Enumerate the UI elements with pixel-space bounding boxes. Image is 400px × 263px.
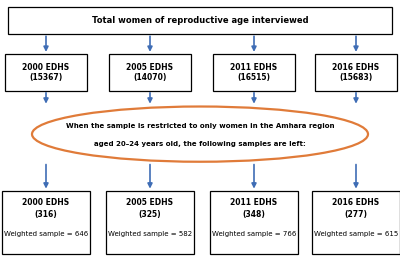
Text: 2005 EDHS: 2005 EDHS — [126, 198, 174, 208]
Text: (348): (348) — [242, 210, 266, 220]
FancyBboxPatch shape — [109, 54, 191, 91]
Text: Weighted sample = 582: Weighted sample = 582 — [108, 231, 192, 237]
Text: Weighted sample = 646: Weighted sample = 646 — [4, 231, 88, 237]
Text: When the sample is restricted to only women in the Amhara region: When the sample is restricted to only wo… — [66, 123, 334, 129]
Text: (325): (325) — [139, 210, 161, 220]
Text: 2016 EDHS
(15683): 2016 EDHS (15683) — [332, 63, 380, 82]
FancyBboxPatch shape — [312, 191, 400, 254]
Text: 2011 EDHS
(16515): 2011 EDHS (16515) — [230, 63, 278, 82]
FancyBboxPatch shape — [5, 54, 87, 91]
Ellipse shape — [32, 107, 368, 162]
Text: 2005 EDHS
(14070): 2005 EDHS (14070) — [126, 63, 174, 82]
FancyBboxPatch shape — [8, 7, 392, 34]
FancyBboxPatch shape — [2, 191, 90, 254]
Text: 2011 EDHS: 2011 EDHS — [230, 198, 278, 208]
Text: Weighted sample = 615: Weighted sample = 615 — [314, 231, 398, 237]
FancyBboxPatch shape — [210, 191, 298, 254]
FancyBboxPatch shape — [315, 54, 397, 91]
Text: 2016 EDHS: 2016 EDHS — [332, 198, 380, 208]
Text: Weighted sample = 766: Weighted sample = 766 — [212, 231, 296, 237]
FancyBboxPatch shape — [106, 191, 194, 254]
Text: Total women of reproductive age interviewed: Total women of reproductive age intervie… — [92, 16, 308, 25]
Text: 2000 EDHS: 2000 EDHS — [22, 198, 70, 208]
Text: (316): (316) — [35, 210, 57, 220]
Text: 2000 EDHS
(15367): 2000 EDHS (15367) — [22, 63, 70, 82]
FancyBboxPatch shape — [213, 54, 295, 91]
Text: (277): (277) — [344, 210, 368, 220]
Text: aged 20–24 years old, the following samples are left:: aged 20–24 years old, the following samp… — [94, 141, 306, 147]
